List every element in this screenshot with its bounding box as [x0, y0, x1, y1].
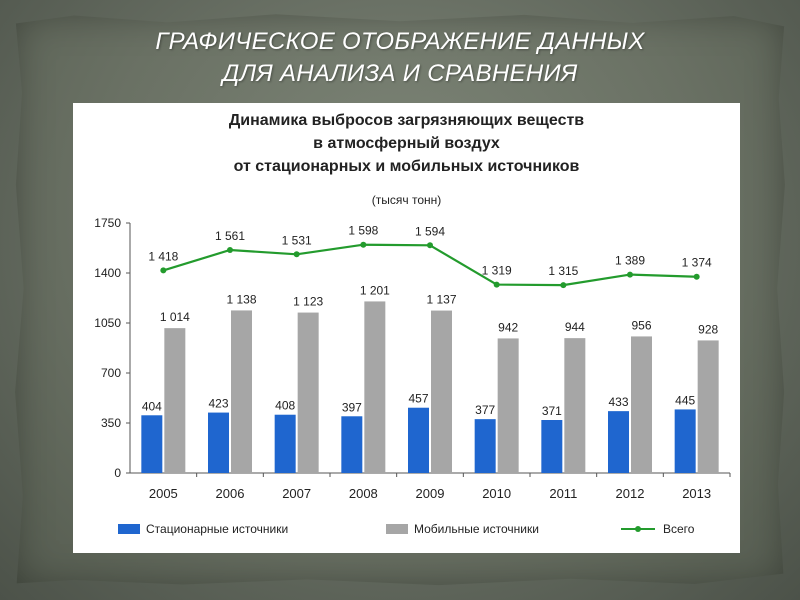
total-point	[293, 251, 300, 258]
bar-stationary	[674, 409, 696, 473]
bar-stationary	[541, 420, 563, 473]
total-point	[693, 273, 700, 280]
slide-title-line-2: ДЛЯ АНАЛИЗА И СРАВНЕНИЯ	[222, 60, 578, 87]
bar-stationary	[608, 411, 629, 473]
legend-marker-total	[635, 526, 641, 532]
x-tick-label: 2012	[616, 486, 645, 501]
x-tick-label: 2006	[216, 486, 245, 501]
bar-stationary	[408, 407, 429, 473]
x-tick-label: 2008	[349, 486, 378, 501]
legend-label-total: Всего	[663, 522, 695, 536]
x-tick-label: 2009	[416, 486, 445, 501]
bar-label-mobile: 944	[565, 320, 585, 334]
total-point-label: 1 598	[348, 224, 378, 238]
bar-stationary	[208, 412, 229, 473]
chart-card: Динамика выбросов загрязняющих веществ в…	[73, 103, 740, 553]
chart-unit-label: (тысяч тонн)	[371, 193, 442, 207]
bar-label-stationary: 404	[142, 399, 162, 413]
slide-title: ГРАФИЧЕСКОЕ ОТОБРАЖЕНИЕ ДАННЫХ ДЛЯ АНАЛИ…	[0, 26, 800, 90]
total-point	[627, 271, 633, 278]
bar-label-mobile: 942	[498, 320, 518, 334]
total-point	[427, 242, 433, 249]
total-point-label: 1 594	[415, 224, 445, 238]
bar-label-mobile: 1 014	[160, 310, 190, 324]
chart-title-line-3: от стационарных и мобильных источников	[233, 158, 580, 175]
x-tick-label: 2010	[482, 486, 511, 501]
legend-label-stationary: Стационарные источники	[146, 522, 288, 536]
bar-mobile	[297, 312, 319, 473]
bar-label-stationary: 408	[275, 399, 295, 413]
bar-label-mobile: 1 137	[426, 293, 456, 307]
total-point-label: 1 389	[615, 254, 645, 268]
bar-label-stationary: 371	[542, 404, 562, 418]
bar-label-stationary: 423	[208, 397, 228, 411]
total-point	[493, 281, 500, 288]
legend-swatch-mobile	[386, 524, 408, 534]
y-tick-label: 350	[101, 416, 121, 430]
slide-title-line-1: ГРАФИЧЕСКОЕ ОТОБРАЖЕНИЕ ДАННЫХ	[155, 28, 645, 55]
legend-label-mobile: Мобильные источники	[414, 522, 539, 536]
bar-label-mobile: 1 201	[360, 283, 390, 297]
y-tick-label: 1400	[94, 266, 121, 280]
x-tick-label: 2007	[282, 486, 311, 501]
bar-stationary	[474, 419, 496, 473]
bar-mobile	[631, 336, 652, 473]
total-point-label: 1 531	[282, 233, 312, 247]
chart-title: Динамика выбросов загрязняющих веществ в…	[73, 109, 740, 178]
bar-mobile	[697, 340, 719, 473]
bar-label-stationary: 377	[475, 403, 495, 417]
x-tick-label: 2013	[682, 486, 711, 501]
x-tick-label: 2005	[149, 486, 178, 501]
bar-stationary	[141, 415, 163, 473]
y-tick-label: 1750	[94, 216, 121, 230]
chart-title-line-2: в атмосферный воздух	[313, 135, 500, 152]
bar-mobile	[431, 310, 452, 473]
total-point	[560, 282, 567, 289]
total-point	[360, 241, 367, 248]
bar-stationary	[341, 416, 363, 473]
bar-label-mobile: 956	[631, 318, 651, 332]
y-tick-label: 700	[101, 366, 121, 380]
chart-svg: 0 350 700 1050 1400 1750 2005 404 1 014 2006 423 1 …	[94, 216, 731, 536]
bar-label-mobile: 1 123	[293, 295, 323, 309]
chart-title-line-1: Динамика выбросов загрязняющих веществ	[228, 112, 585, 129]
bar-mobile	[497, 338, 519, 473]
y-tick-label: 0	[114, 466, 121, 480]
y-tick-label: 1050	[94, 316, 121, 330]
total-point-label: 1 561	[215, 229, 245, 243]
bar-mobile	[364, 301, 386, 473]
total-point-label: 1 418	[148, 249, 178, 263]
bar-mobile	[564, 338, 586, 473]
total-point	[160, 267, 167, 274]
bar-label-stationary: 445	[675, 393, 695, 407]
total-point-label: 1 374	[682, 256, 712, 270]
total-point-label: 1 319	[482, 264, 512, 278]
bar-mobile	[231, 310, 252, 473]
bar-mobile	[164, 328, 186, 473]
bar-label-stationary: 433	[608, 395, 628, 409]
bar-label-stationary: 397	[342, 400, 362, 414]
legend-swatch-stationary	[118, 524, 140, 534]
total-point-label: 1 315	[548, 264, 578, 278]
bar-label-mobile: 928	[698, 322, 718, 336]
total-point	[227, 247, 233, 253]
bar-label-stationary: 457	[408, 392, 428, 406]
bar-stationary	[274, 414, 296, 473]
x-tick-label: 2011	[549, 486, 577, 501]
bar-label-mobile: 1 138	[226, 292, 256, 306]
